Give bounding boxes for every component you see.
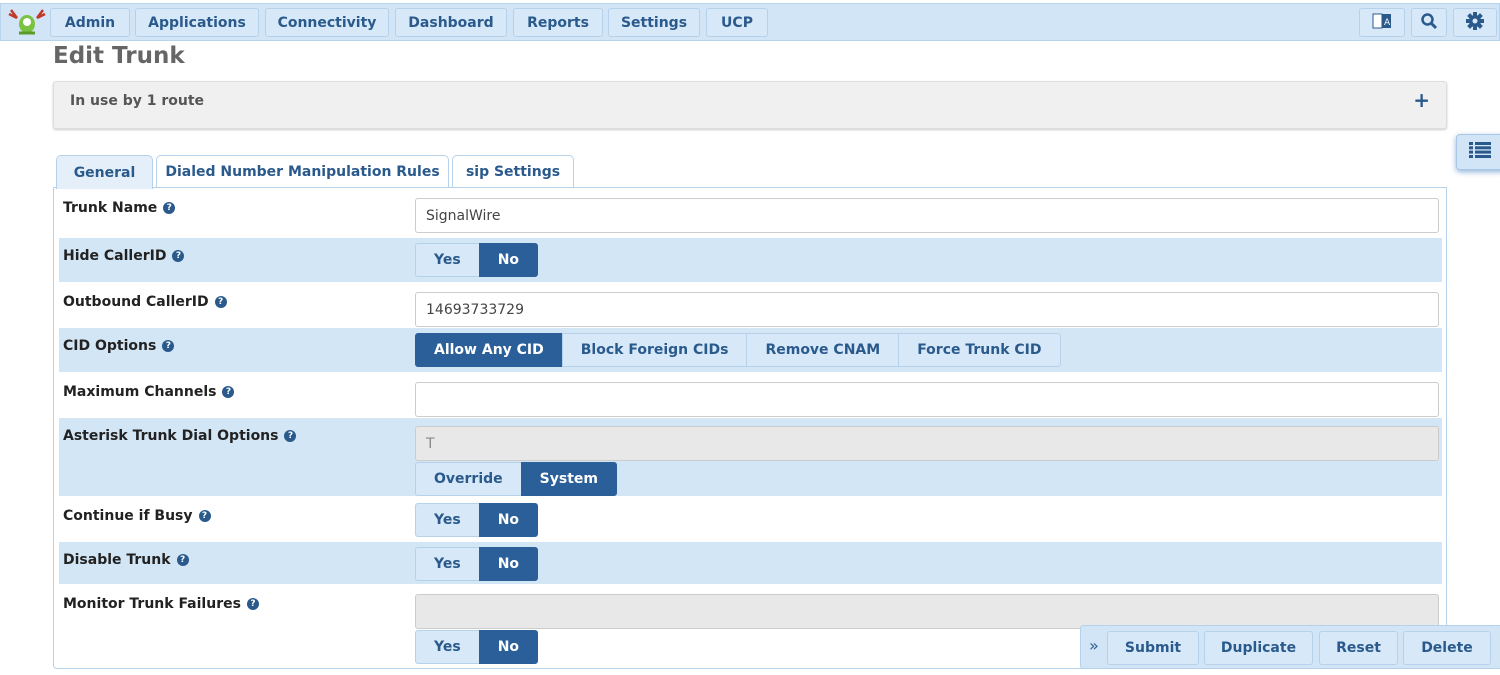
reset-button[interactable]: Reset: [1319, 631, 1398, 665]
general-tab-panel: [53, 187, 1447, 669]
submit-button[interactable]: Submit: [1107, 631, 1199, 665]
form-row-asterisk-trunk-dial-options: Asterisk Trunk Dial Options? T Override Sys…: [59, 418, 1442, 496]
disable-trunk-option-no[interactable]: No: [478, 547, 539, 581]
field-label: Asterisk Trunk Dial Options?: [63, 428, 297, 444]
continue-if-busy-option-yes[interactable]: Yes: [415, 503, 480, 537]
field-label: Hide CallerID?: [63, 248, 185, 264]
form-row-monitor-trunk-failures: Monitor Trunk Failures? Yes No: [59, 586, 1442, 668]
page-title: Edit Trunk: [53, 43, 185, 69]
nav-settings[interactable]: Settings: [608, 8, 700, 37]
hide-callerid-option-yes[interactable]: Yes: [415, 243, 480, 277]
action-bar: » Submit Duplicate Reset Delete: [1080, 625, 1500, 669]
translate-icon: A: [1372, 12, 1392, 34]
disable-trunk-option-yes[interactable]: Yes: [415, 547, 480, 581]
expand-plus-icon[interactable]: +: [1413, 88, 1430, 112]
help-icon[interactable]: ?: [162, 340, 175, 352]
outbound-callerid-value: 14693733729: [426, 301, 524, 318]
field-label: Outbound CallerID?: [63, 294, 227, 310]
field-label-text: Asterisk Trunk Dial Options: [63, 428, 279, 444]
field-label-text: Maximum Channels: [63, 384, 217, 400]
asterisk-trunk-dial-options-toggle: Override System: [415, 462, 617, 496]
svg-text:A: A: [1384, 18, 1391, 28]
monitor-trunk-failures-option-no[interactable]: No: [478, 630, 539, 664]
monitor-trunk-failures-input[interactable]: [415, 594, 1439, 629]
gear-icon: [1465, 11, 1485, 35]
form-row-hide-callerid: Hide CallerID? Yes No: [59, 238, 1442, 282]
search-icon: [1420, 12, 1438, 34]
translate-button[interactable]: A: [1359, 8, 1405, 37]
continue-if-busy-toggle: Yes No: [415, 503, 539, 537]
nav-admin[interactable]: Admin: [50, 8, 130, 37]
asterisk-trunk-dial-options-value: T: [426, 435, 435, 452]
maximum-channels-input[interactable]: [415, 382, 1439, 417]
field-label-text: Disable Trunk: [63, 552, 171, 568]
hide-callerid-toggle: Yes No: [415, 243, 539, 277]
field-label-text: Monitor Trunk Failures: [63, 596, 241, 612]
search-button[interactable]: [1411, 8, 1447, 37]
cid-options-option-allow-any-cid[interactable]: Allow Any CID: [415, 333, 563, 367]
nav-dashboard[interactable]: Dashboard: [395, 8, 507, 37]
cid-options-toggle: Allow Any CID Block Foreign CIDs Remove CN…: [415, 333, 1061, 367]
help-icon[interactable]: ?: [222, 386, 235, 398]
field-label-text: Continue if Busy: [63, 508, 193, 524]
help-icon[interactable]: ?: [246, 598, 259, 610]
delete-button[interactable]: Delete: [1403, 631, 1491, 665]
in-use-panel[interactable]: In use by 1 route +: [53, 81, 1447, 129]
field-label-text: CID Options: [63, 338, 157, 354]
continue-if-busy-option-no[interactable]: No: [478, 503, 539, 537]
freepbx-logo[interactable]: [7, 8, 47, 36]
field-label: Disable Trunk?: [63, 552, 189, 568]
nav-applications[interactable]: Applications: [135, 8, 259, 37]
in-use-text: In use by 1 route: [70, 93, 205, 109]
asterisk-trunk-dial-options-option-system[interactable]: System: [520, 462, 617, 496]
side-list-button[interactable]: [1456, 134, 1500, 170]
disable-trunk-toggle: Yes No: [415, 547, 539, 581]
form-row-continue-if-busy: Continue if Busy? Yes No: [59, 498, 1442, 540]
field-label-text: Hide CallerID: [63, 248, 167, 264]
help-icon[interactable]: ?: [176, 554, 189, 566]
asterisk-trunk-dial-options-input[interactable]: T: [415, 426, 1439, 461]
monitor-trunk-failures-toggle: Yes No: [415, 630, 539, 664]
list-icon: [1469, 142, 1491, 162]
field-label-text: Outbound CallerID: [63, 294, 209, 310]
field-label: Continue if Busy?: [63, 508, 211, 524]
field-label: CID Options?: [63, 338, 175, 354]
form-row-outbound-callerid: Outbound CallerID? 14693733729: [59, 284, 1442, 327]
cid-options-option-remove-cnam[interactable]: Remove CNAM: [746, 333, 900, 367]
outbound-callerid-input[interactable]: 14693733729: [415, 292, 1439, 327]
tab-sip-settings[interactable]: sip Settings: [452, 155, 574, 188]
duplicate-button[interactable]: Duplicate: [1204, 631, 1313, 665]
help-icon[interactable]: ?: [284, 430, 297, 442]
nav-reports[interactable]: Reports: [513, 8, 603, 37]
form-row-maximum-channels: Maximum Channels?: [59, 374, 1442, 417]
help-icon[interactable]: ?: [198, 510, 211, 522]
form-row-trunk-name: Trunk Name? SignalWire: [59, 190, 1442, 236]
nav-ucp[interactable]: UCP: [706, 8, 768, 37]
trunk-name-value: SignalWire: [426, 207, 501, 224]
settings-button[interactable]: [1453, 8, 1497, 37]
collapse-action-bar-icon[interactable]: »: [1089, 636, 1099, 655]
nav-connectivity[interactable]: Connectivity: [265, 8, 389, 37]
asterisk-trunk-dial-options-option-override[interactable]: Override: [415, 462, 522, 496]
field-label: Trunk Name?: [63, 200, 176, 216]
form-row-disable-trunk: Disable Trunk? Yes No: [59, 542, 1442, 584]
help-icon[interactable]: ?: [214, 296, 227, 308]
field-label: Monitor Trunk Failures?: [63, 596, 259, 612]
help-icon[interactable]: ?: [163, 202, 176, 214]
cid-options-option-force-trunk-cid[interactable]: Force Trunk CID: [898, 333, 1061, 367]
field-label-text: Trunk Name: [63, 200, 158, 216]
tab-general[interactable]: General: [56, 155, 153, 189]
help-icon[interactable]: ?: [172, 250, 185, 262]
trunk-name-input[interactable]: SignalWire: [415, 198, 1439, 233]
cid-options-option-block-foreign-cids[interactable]: Block Foreign CIDs: [561, 333, 748, 367]
top-nav-bar: Admin Applications Connectivity Dashboar…: [0, 3, 1500, 41]
hide-callerid-option-no[interactable]: No: [478, 243, 539, 277]
tab-dialed-number-manipulation-rules[interactable]: Dialed Number Manipulation Rules: [156, 155, 449, 188]
form-row-cid-options: CID Options? Allow Any CID Block Foreign C…: [59, 328, 1442, 372]
monitor-trunk-failures-option-yes[interactable]: Yes: [415, 630, 480, 664]
field-label: Maximum Channels?: [63, 384, 235, 400]
